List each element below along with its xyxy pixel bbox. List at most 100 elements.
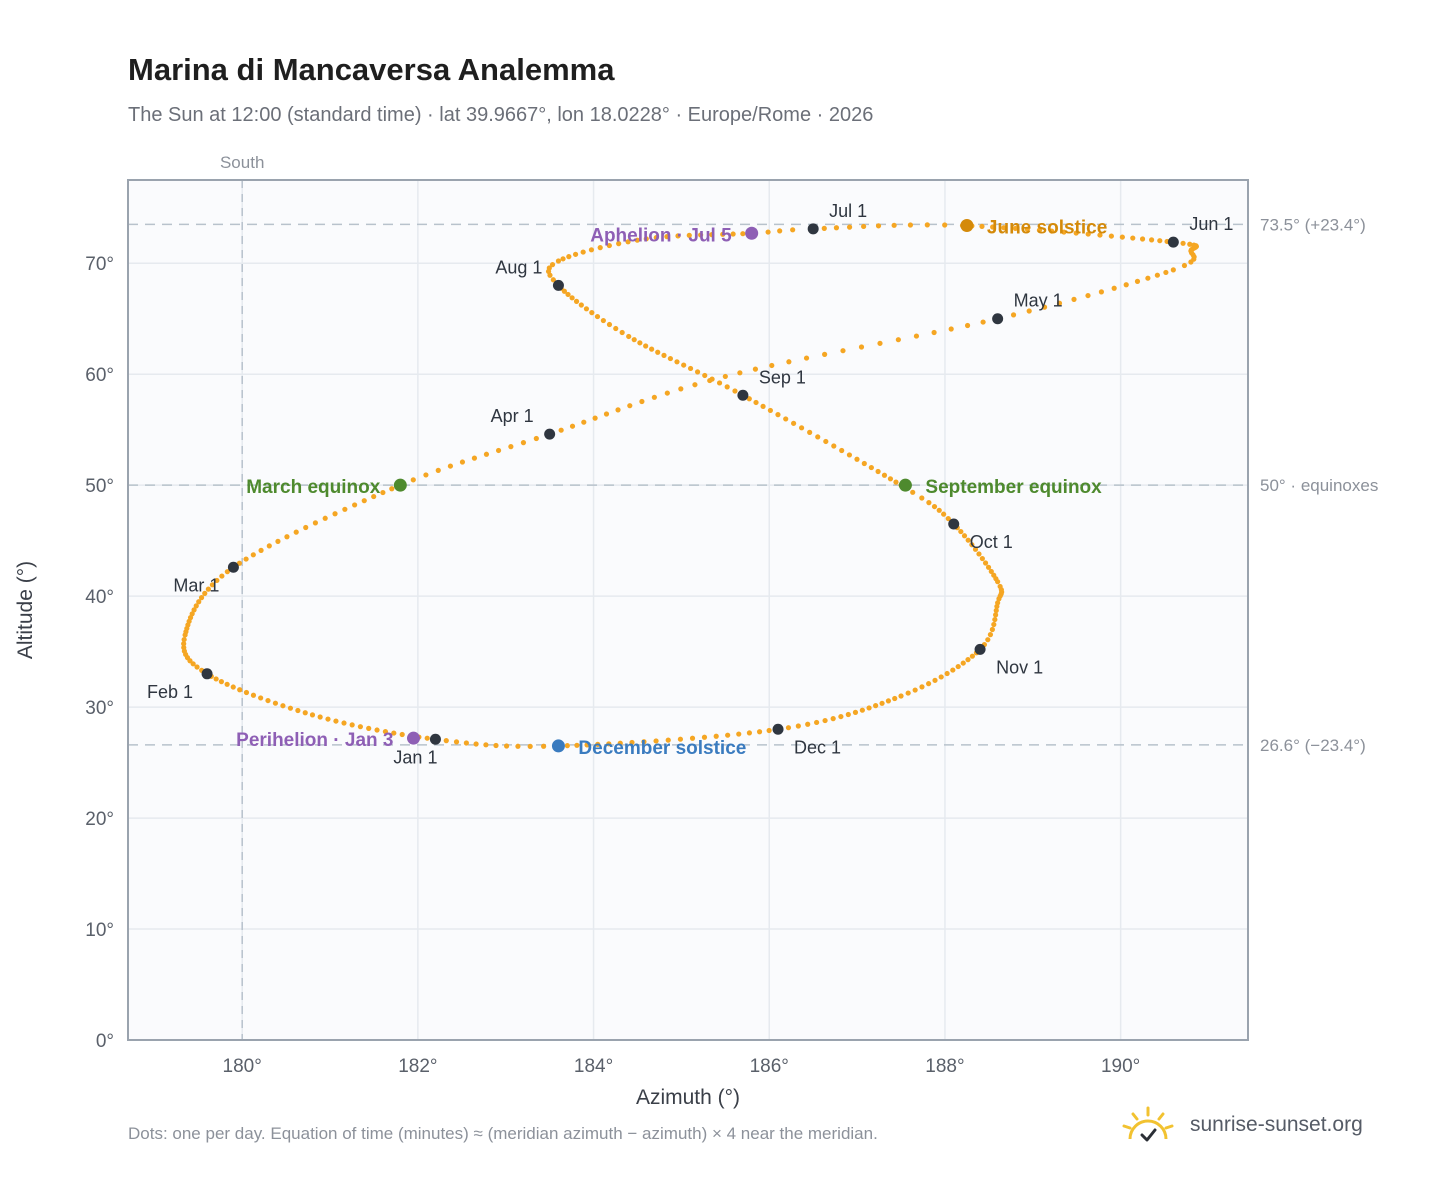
daily-sun-dot [756, 729, 763, 735]
daily-sun-dot [508, 444, 514, 450]
daily-sun-dot [520, 440, 527, 446]
daily-sun-dot [677, 736, 684, 742]
daily-sun-dot [976, 551, 982, 557]
daily-sun-dot [985, 637, 991, 643]
month-label: Mar 1 [173, 575, 219, 595]
daily-sun-dot [303, 524, 309, 531]
brand[interactable]: sunrise-sunset.org [1120, 1100, 1363, 1150]
event-marker [745, 226, 759, 240]
daily-sun-dot [767, 407, 774, 414]
daily-sun-dot [374, 727, 380, 733]
daily-sun-dot [881, 472, 888, 478]
daily-sun-dot [569, 423, 576, 429]
brand-name[interactable]: sunrise-sunset.org [1190, 1113, 1363, 1136]
daily-sun-dot [730, 231, 736, 237]
daily-sun-dot [1071, 296, 1077, 302]
daily-sun-dot [209, 582, 215, 588]
daily-sun-dot [424, 735, 430, 741]
daily-sun-dot [898, 693, 904, 699]
daily-sun-dot [1085, 292, 1091, 299]
daily-sun-dot [987, 632, 994, 638]
event-label: March equinox [246, 477, 381, 498]
daily-sun-dot [483, 451, 490, 457]
plot-area [128, 180, 1248, 1040]
daily-sun-dot [1026, 308, 1032, 314]
month-label: Aug 1 [495, 257, 542, 277]
daily-sun-dot [352, 502, 358, 508]
daily-sun-dot [980, 319, 986, 325]
y-tick-label: 0° [96, 1031, 114, 1052]
daily-sun-dot [692, 382, 698, 388]
daily-sun-dot [606, 242, 612, 249]
month-marker [429, 733, 441, 745]
daily-sun-dot [993, 607, 999, 614]
x-tick-label: 190° [1101, 1056, 1140, 1077]
chart-footnote: Dots: one per day. Equation of time (min… [128, 1124, 878, 1143]
daily-sun-dot [389, 486, 395, 492]
sun-logo-icon [1122, 1106, 1174, 1142]
daily-sun-dot [1049, 228, 1055, 234]
daily-sun-dot [655, 349, 661, 355]
daily-sun-dot [807, 429, 813, 435]
month-label: Jul 1 [829, 201, 867, 221]
daily-sun-dot [205, 586, 211, 592]
daily-sun-dot [678, 386, 684, 392]
daily-sun-dot [560, 256, 566, 262]
event-label: Perihelion · Jan 3 [236, 730, 393, 751]
daily-sun-dot [664, 234, 670, 240]
daily-sun-dot [833, 225, 840, 231]
daily-sun-dot [945, 515, 951, 522]
daily-sun-dot [861, 460, 867, 467]
daily-sun-dot [830, 716, 836, 722]
daily-sun-dot [969, 542, 975, 548]
daily-sun-dot [1130, 235, 1136, 241]
y-tick-label: 10° [85, 920, 114, 941]
daily-sun-dot [181, 636, 187, 643]
daily-sun-dot [198, 595, 205, 601]
daily-sun-dot [293, 529, 299, 535]
daily-sun-dot [777, 228, 783, 234]
daily-sun-dot [1170, 267, 1176, 273]
daily-sun-dot [625, 239, 631, 245]
month-label: Sep 1 [759, 367, 806, 387]
daily-sun-dot [919, 495, 925, 501]
daily-sun-dot [879, 700, 885, 706]
daily-sun-dot [626, 333, 632, 340]
daily-sun-dot [941, 511, 947, 517]
daily-sun-dot [230, 684, 236, 690]
y-axis-title: Altitude (°) [14, 561, 37, 659]
daily-sun-dot [988, 568, 994, 575]
daily-sun-dot [873, 703, 879, 709]
daily-sun-dot [785, 725, 792, 731]
daily-sun-dot [931, 503, 938, 510]
event-label: Aphelion · Jul 5 [590, 225, 732, 246]
daily-sun-dot [493, 742, 499, 749]
daily-sun-dot [527, 743, 533, 749]
daily-sun-dot [503, 743, 510, 749]
daily-sun-dot [1148, 237, 1155, 243]
daily-sun-dot [649, 346, 655, 352]
daily-sun-dot [643, 343, 649, 349]
daily-sun-dot [814, 719, 820, 726]
month-marker [227, 561, 239, 573]
daily-sun-dot [942, 222, 948, 228]
daily-sun-dot [675, 233, 681, 239]
daily-sun-dot [295, 707, 301, 714]
chart-subtitle: The Sun at 12:00 (standard time) · lat 3… [128, 104, 874, 126]
daily-sun-dot [732, 388, 738, 394]
daily-sun-dot [1010, 312, 1017, 318]
daily-sun-dot [965, 537, 971, 543]
month-label: Jun 1 [1189, 214, 1233, 234]
daily-sun-dot [332, 511, 338, 517]
altitude-reference-label: 50° · equinoxes [1260, 476, 1378, 495]
daily-sun-dot [566, 254, 572, 260]
daily-sun-dot [839, 447, 845, 454]
daily-sun-dot [483, 742, 489, 748]
daily-sun-dot [924, 222, 930, 228]
daily-sun-dot [280, 703, 286, 709]
daily-sun-dot [709, 376, 715, 382]
daily-sun-dot [1097, 232, 1103, 238]
month-label: Apr 1 [491, 406, 534, 426]
daily-sun-dot [214, 577, 220, 584]
